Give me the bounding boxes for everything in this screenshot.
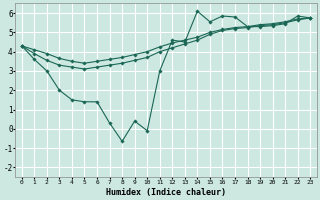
X-axis label: Humidex (Indice chaleur): Humidex (Indice chaleur) (106, 188, 226, 197)
